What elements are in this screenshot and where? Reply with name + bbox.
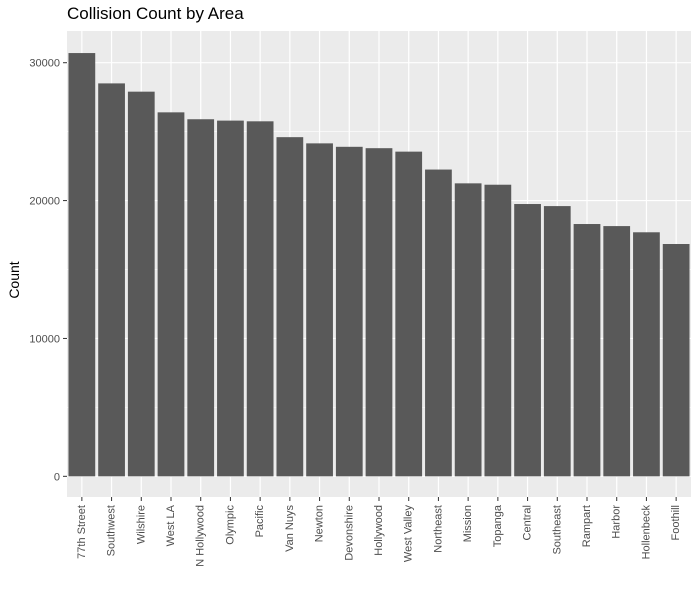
bar-foothill <box>662 244 690 477</box>
bar-harbor <box>603 226 631 477</box>
x-tick-label: Hollywood <box>373 505 385 556</box>
x-tick-label: Southeast <box>551 505 563 555</box>
x-tick-label: West Valley <box>403 505 415 563</box>
x-tick-label: Hollenbeck <box>640 505 652 560</box>
x-tick-label: Topanga <box>492 504 504 547</box>
x-tick-label: Olympic <box>224 505 236 545</box>
bar-southwest <box>98 83 125 477</box>
bar-central <box>514 204 541 477</box>
bar-northeast <box>425 169 452 477</box>
x-tick-label: 77th Street <box>76 505 88 559</box>
bar-olympic <box>217 120 244 477</box>
bar-topanga <box>484 184 512 477</box>
bar-77th-street <box>68 53 96 477</box>
bar-n-hollywood <box>187 119 215 477</box>
x-tick-label: N Hollywood <box>195 505 207 567</box>
y-tick-label: 10000 <box>29 333 60 345</box>
x-tick-label: Devonshire <box>343 505 355 561</box>
x-tick-label: Mission <box>462 505 474 542</box>
y-tick-label: 20000 <box>29 196 60 208</box>
x-tick-label: Van Nuys <box>284 505 296 552</box>
y-tick-label: 30000 <box>29 58 60 70</box>
bar-west-valley <box>395 151 423 477</box>
x-tick-label: Pacific <box>254 505 266 538</box>
bar-hollywood <box>365 148 393 477</box>
bar-pacific <box>246 121 274 477</box>
bar-devonshire <box>335 146 363 477</box>
x-tick-label: Wilshire <box>135 505 147 544</box>
bar-van-nuys <box>276 137 304 477</box>
bar-hollenbeck <box>633 232 660 477</box>
bar-rampart <box>573 224 601 477</box>
x-tick-label: West LA <box>165 504 177 546</box>
bar-wilshire <box>127 91 155 477</box>
x-tick-label: Foothill <box>670 505 682 540</box>
bar-west-la <box>157 112 185 477</box>
bar-southeast <box>543 206 571 477</box>
bar-mission <box>454 183 482 477</box>
x-tick-label: Harbor <box>611 505 623 539</box>
x-tick-label: Northeast <box>432 505 444 553</box>
chart-title: Collision Count by Area <box>67 4 244 23</box>
x-tick-label: Central <box>522 505 534 540</box>
y-tick-label: 0 <box>54 471 60 483</box>
x-tick-label: Newton <box>314 505 326 542</box>
x-tick-label: Southwest <box>106 505 118 556</box>
bar-newton <box>306 143 333 477</box>
x-tick-label: Rampart <box>581 505 593 547</box>
